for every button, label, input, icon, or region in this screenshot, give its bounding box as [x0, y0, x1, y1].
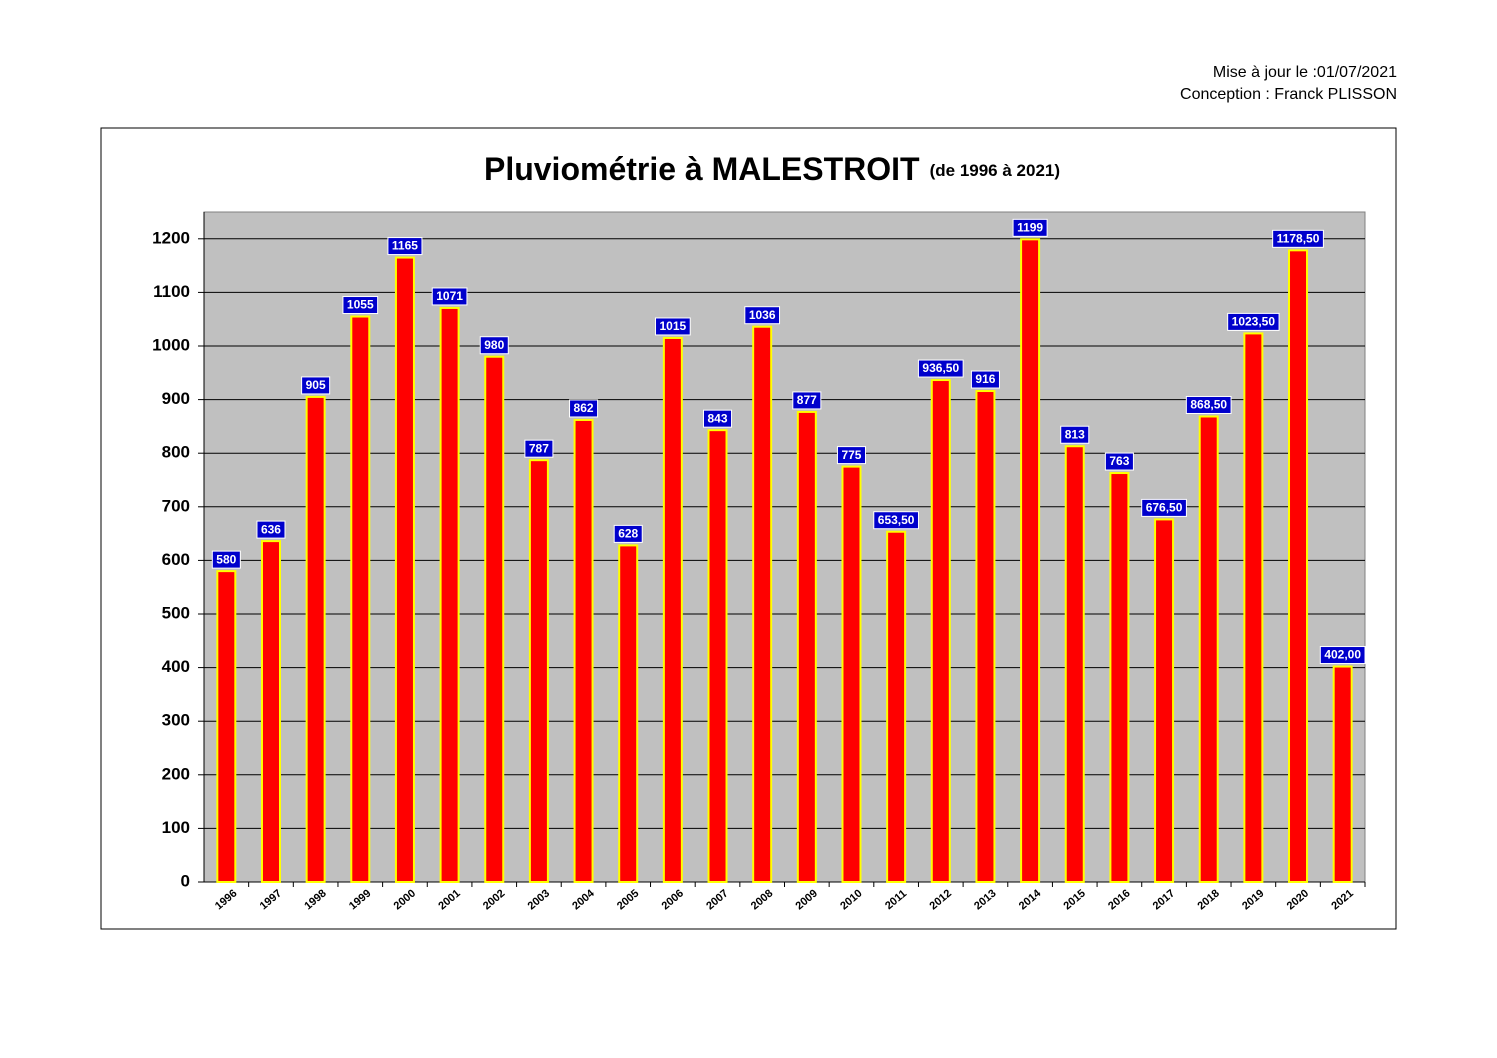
value-label-box: [917, 359, 964, 378]
value-label: 653,50: [878, 513, 915, 527]
bar: [484, 355, 505, 884]
value-label-box: [524, 439, 554, 458]
bar: [1020, 238, 1041, 883]
bar: [1288, 249, 1309, 884]
value-label-box: [655, 317, 691, 336]
chart-title: Pluviométrie à MALESTROIT: [484, 151, 920, 187]
value-label: 402,00: [1324, 648, 1361, 662]
bar: [439, 306, 460, 884]
bar: [796, 410, 817, 883]
value-label-box: [342, 296, 379, 315]
y-tick-label: 100: [162, 818, 190, 837]
value-label-box: [1185, 395, 1232, 414]
bar: [618, 544, 639, 884]
value-label-box: [1104, 452, 1134, 471]
bar: [1243, 332, 1264, 883]
bar: [752, 325, 773, 884]
value-label: 1036: [749, 308, 776, 322]
value-label: 636: [261, 522, 281, 536]
value-label-box: [479, 336, 509, 355]
value-label: 1015: [660, 319, 687, 333]
value-label-box: [1319, 646, 1366, 665]
value-label: 676,50: [1146, 501, 1183, 515]
value-label: 843: [708, 411, 728, 425]
chart-heading: Pluviométrie à MALESTROIT (de 1996 à 2021…: [484, 151, 1060, 187]
y-tick-label: 1100: [153, 282, 190, 301]
value-label-box: [387, 237, 423, 256]
value-label-box: [1227, 312, 1280, 331]
value-label-box: [301, 376, 331, 395]
y-tick-label: 400: [162, 657, 190, 676]
value-label-box: [703, 409, 733, 428]
author-note: Conception : Franck PLISSON: [1180, 86, 1397, 103]
value-label: 763: [1109, 454, 1129, 468]
value-label-box: [970, 370, 1000, 389]
value-label: 1165: [392, 239, 418, 253]
value-label: 877: [797, 393, 817, 407]
plot-area: [203, 211, 1366, 883]
value-label: 628: [618, 527, 638, 541]
y-tick-label: 800: [162, 443, 190, 462]
value-label: 1178,50: [1277, 231, 1320, 245]
value-label: 862: [574, 401, 594, 415]
bar: [350, 315, 371, 883]
update-note: Mise à jour le :01/07/2021: [1213, 64, 1397, 81]
bar: [707, 429, 728, 883]
value-label: 813: [1065, 427, 1085, 441]
bar: [305, 395, 326, 883]
value-label: 980: [484, 338, 504, 352]
value-label-box: [431, 287, 468, 306]
y-tick-label: 600: [162, 550, 190, 569]
bar: [1154, 518, 1175, 883]
value-label-box: [256, 520, 286, 539]
bar: [930, 379, 951, 883]
value-label-box: [1141, 498, 1187, 517]
value-label: 1055: [347, 298, 374, 312]
bar: [1109, 472, 1130, 883]
y-tick-label: 1200: [152, 228, 190, 247]
y-tick-label: 500: [162, 603, 190, 622]
value-label-box: [792, 391, 822, 410]
bar: [260, 540, 281, 883]
y-tick-label: 1000: [152, 335, 190, 354]
value-label: 905: [306, 378, 326, 392]
value-label-box: [744, 306, 781, 325]
value-label-box: [873, 511, 919, 530]
bar: [975, 390, 996, 883]
value-label: 787: [529, 441, 549, 455]
value-label-box: [1060, 425, 1090, 444]
chart-subtitle: (de 1996 à 2021): [930, 161, 1060, 180]
bar: [573, 418, 594, 883]
bar: [662, 336, 683, 883]
y-tick-label: 300: [162, 711, 190, 730]
bar: [216, 570, 237, 883]
bar: [1332, 665, 1353, 884]
value-label: 1199: [1017, 221, 1043, 235]
value-label-box: [569, 399, 599, 418]
value-label-box: [211, 550, 241, 569]
value-label: 868,50: [1190, 398, 1227, 412]
bar: [1064, 445, 1085, 883]
y-tick-label: 900: [162, 389, 190, 408]
value-label-box: [836, 446, 866, 465]
value-label: 1023,50: [1232, 315, 1276, 329]
value-label: 916: [975, 372, 995, 386]
value-label-box: [1272, 229, 1324, 248]
value-label: 936,50: [922, 361, 959, 375]
y-tick-label: 200: [162, 764, 190, 783]
value-label-box: [1012, 218, 1048, 237]
bar: [841, 465, 862, 883]
bar: [528, 459, 549, 883]
value-label-box: [613, 524, 643, 543]
value-label: 775: [841, 448, 861, 462]
value-label: 580: [216, 552, 236, 566]
value-label: 1071: [436, 289, 463, 303]
bar: [1198, 415, 1219, 883]
y-tick-label: 700: [162, 496, 190, 515]
bar: [886, 530, 907, 883]
y-tick-label: 0: [181, 871, 190, 890]
bar: [394, 256, 415, 883]
